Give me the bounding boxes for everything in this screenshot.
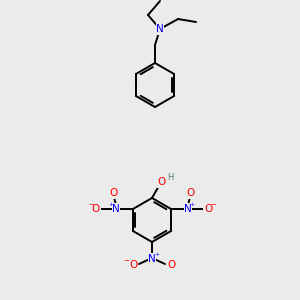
Text: O: O [129,260,137,270]
Text: N: N [156,24,164,34]
Text: H: H [167,173,173,182]
Text: O: O [92,204,100,214]
Text: N: N [112,204,120,214]
Text: O: O [158,177,166,187]
Text: +: + [108,202,114,208]
Text: O: O [110,188,118,198]
Text: −: − [123,258,129,264]
Text: O: O [167,260,175,270]
Text: −: − [210,202,216,208]
Text: N: N [148,254,156,264]
Text: +: + [154,253,160,257]
Text: N: N [184,204,192,214]
Text: O: O [186,188,194,198]
Text: O: O [204,204,212,214]
Text: +: + [189,202,195,208]
Text: −: − [88,202,94,208]
